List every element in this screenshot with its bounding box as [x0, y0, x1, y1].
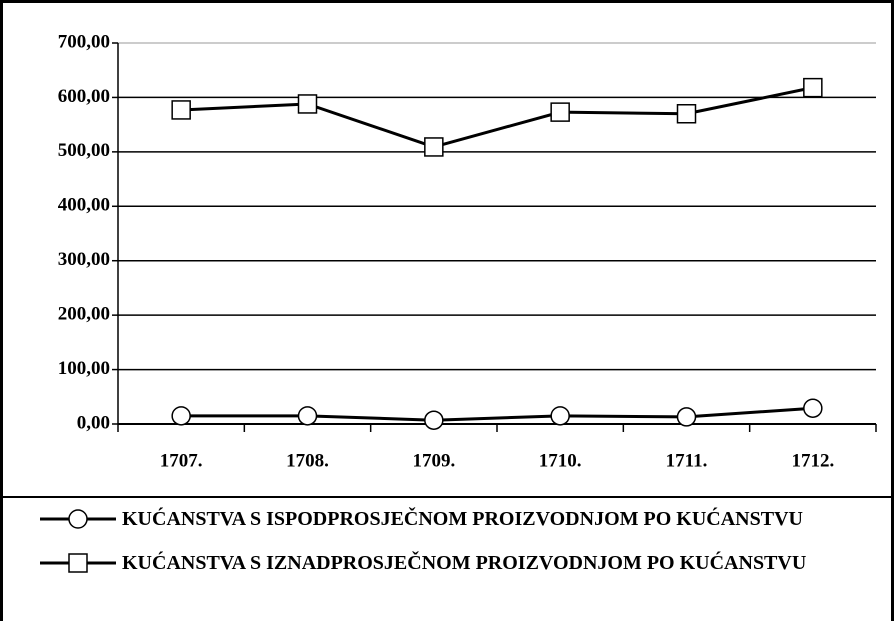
y-tick-label: 400,00	[58, 195, 110, 216]
marker	[550, 102, 570, 122]
legend-key	[40, 553, 116, 573]
series-line	[181, 86, 814, 149]
x-tick-label: 1712.	[791, 450, 834, 471]
series-line	[181, 406, 813, 422]
x-tick-label: 1711.	[666, 450, 708, 471]
marker	[297, 94, 318, 114]
marker	[424, 137, 444, 157]
marker	[171, 100, 191, 120]
legend-label: KUĆANSTVA S ISPODPROSJEČNOM PROIZVODNJOM…	[122, 508, 803, 530]
y-tick-label: 100,00	[58, 358, 110, 379]
x-tick-label: 1710.	[539, 450, 582, 471]
marker	[550, 406, 570, 426]
legend-marker	[68, 553, 88, 573]
marker	[424, 410, 444, 430]
marker	[676, 104, 697, 124]
y-tick-label: 700,00	[58, 31, 110, 52]
legend-key	[40, 509, 116, 529]
y-tick-label: 600,00	[58, 86, 110, 107]
legend-entry: KUĆANSTVA S IZNADPROSJEČNOM PROIZVODNJOM…	[36, 552, 856, 574]
legend-entry: KUĆANSTVA S ISPODPROSJEČNOM PROIZVODNJOM…	[36, 508, 856, 530]
x-tick-label: 1708.	[286, 450, 329, 471]
y-tick-label: 200,00	[58, 304, 110, 325]
y-tick-label: 0,00	[77, 412, 110, 433]
y-tick-label: 300,00	[58, 249, 110, 270]
marker	[676, 407, 697, 427]
marker	[171, 406, 191, 426]
y-tick-label: 500,00	[58, 140, 110, 161]
x-tick-label: 1709.	[412, 450, 455, 471]
x-tick-label: 1707.	[160, 450, 203, 471]
marker	[803, 77, 823, 98]
marker	[803, 398, 823, 418]
legend-label: KUĆANSTVA S IZNADPROSJEČNOM PROIZVODNJOM…	[122, 552, 807, 574]
marker	[297, 406, 318, 426]
legend-marker	[68, 509, 88, 529]
